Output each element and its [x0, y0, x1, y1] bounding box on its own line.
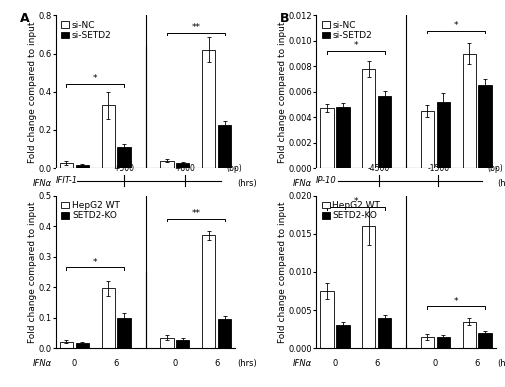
Text: IFNα: IFNα	[292, 359, 312, 368]
Text: -1500: -1500	[427, 164, 448, 173]
Text: IP-10: IP-10	[316, 176, 336, 185]
Text: 0: 0	[332, 179, 337, 188]
Text: 0: 0	[332, 359, 337, 368]
Bar	[75, 165, 89, 168]
Text: 6: 6	[113, 179, 119, 188]
Bar	[362, 69, 375, 168]
Text: 6: 6	[214, 179, 219, 188]
Bar	[176, 163, 189, 168]
Text: IFIT-1: IFIT-1	[56, 176, 78, 185]
Legend: HepG2 WT, SETD2-KO: HepG2 WT, SETD2-KO	[320, 200, 380, 221]
Legend: si-NC, si-SETD2: si-NC, si-SETD2	[320, 20, 372, 41]
Text: *: *	[453, 296, 458, 306]
Legend: HepG2 WT, SETD2-KO: HepG2 WT, SETD2-KO	[60, 200, 121, 221]
Bar	[335, 107, 349, 168]
Text: 6: 6	[474, 359, 479, 368]
Bar	[117, 318, 131, 348]
Text: (hrs): (hrs)	[237, 179, 257, 188]
Text: *: *	[93, 258, 97, 267]
Text: 0: 0	[432, 359, 437, 368]
Bar	[462, 54, 475, 168]
Bar	[377, 96, 390, 168]
Text: 0: 0	[172, 359, 177, 368]
Text: (hrs): (hrs)	[237, 359, 257, 368]
Bar	[462, 322, 475, 348]
Text: +800: +800	[174, 164, 195, 173]
Text: *: *	[353, 197, 358, 206]
Text: -4500: -4500	[367, 164, 389, 173]
Bar	[420, 337, 433, 348]
Y-axis label: Fold change compared to input: Fold change compared to input	[28, 21, 37, 163]
Legend: si-NC, si-SETD2: si-NC, si-SETD2	[60, 20, 112, 41]
Bar	[201, 235, 215, 348]
Bar	[420, 111, 433, 168]
Bar	[377, 318, 390, 348]
Text: 6: 6	[373, 179, 379, 188]
Text: 0: 0	[172, 179, 177, 188]
Bar	[362, 226, 375, 348]
Text: A: A	[20, 12, 29, 26]
Y-axis label: Fold change compared to input: Fold change compared to input	[277, 21, 286, 163]
Bar	[160, 337, 173, 348]
Text: 6: 6	[373, 359, 379, 368]
Text: 6: 6	[113, 359, 119, 368]
Bar	[102, 288, 115, 348]
Text: +500: +500	[113, 164, 134, 173]
Bar	[201, 50, 215, 168]
Text: 0: 0	[72, 359, 77, 368]
Bar	[320, 291, 333, 348]
Bar	[320, 108, 333, 168]
Bar	[478, 86, 491, 168]
Bar	[60, 163, 73, 168]
Bar	[478, 333, 491, 348]
Text: 0: 0	[432, 179, 437, 188]
Text: (bp): (bp)	[226, 164, 241, 173]
Text: 6: 6	[474, 179, 479, 188]
Bar	[335, 325, 349, 348]
Text: IFNα: IFNα	[292, 179, 312, 188]
Bar	[436, 102, 449, 168]
Text: B: B	[280, 12, 289, 26]
Bar	[218, 125, 231, 168]
Text: 6: 6	[214, 359, 219, 368]
Bar	[75, 343, 89, 348]
Bar	[60, 342, 73, 348]
Text: IFNα: IFNα	[32, 359, 52, 368]
Text: IFNα: IFNα	[32, 179, 52, 188]
Text: **: **	[191, 209, 200, 218]
Bar	[102, 105, 115, 168]
Text: (hrs): (hrs)	[497, 179, 505, 188]
Text: *: *	[93, 74, 97, 84]
Text: 0: 0	[72, 179, 77, 188]
Text: **: **	[191, 23, 200, 32]
Y-axis label: Fold change compared to input: Fold change compared to input	[277, 201, 286, 343]
Text: (bp): (bp)	[486, 164, 501, 173]
Text: (hrs): (hrs)	[497, 359, 505, 368]
Bar	[218, 319, 231, 348]
Bar	[176, 340, 189, 348]
Bar	[117, 147, 131, 168]
Bar	[436, 337, 449, 348]
Text: *: *	[453, 21, 458, 30]
Bar	[160, 161, 173, 168]
Text: *: *	[353, 41, 358, 50]
Y-axis label: Fold change compared to input: Fold change compared to input	[28, 201, 37, 343]
